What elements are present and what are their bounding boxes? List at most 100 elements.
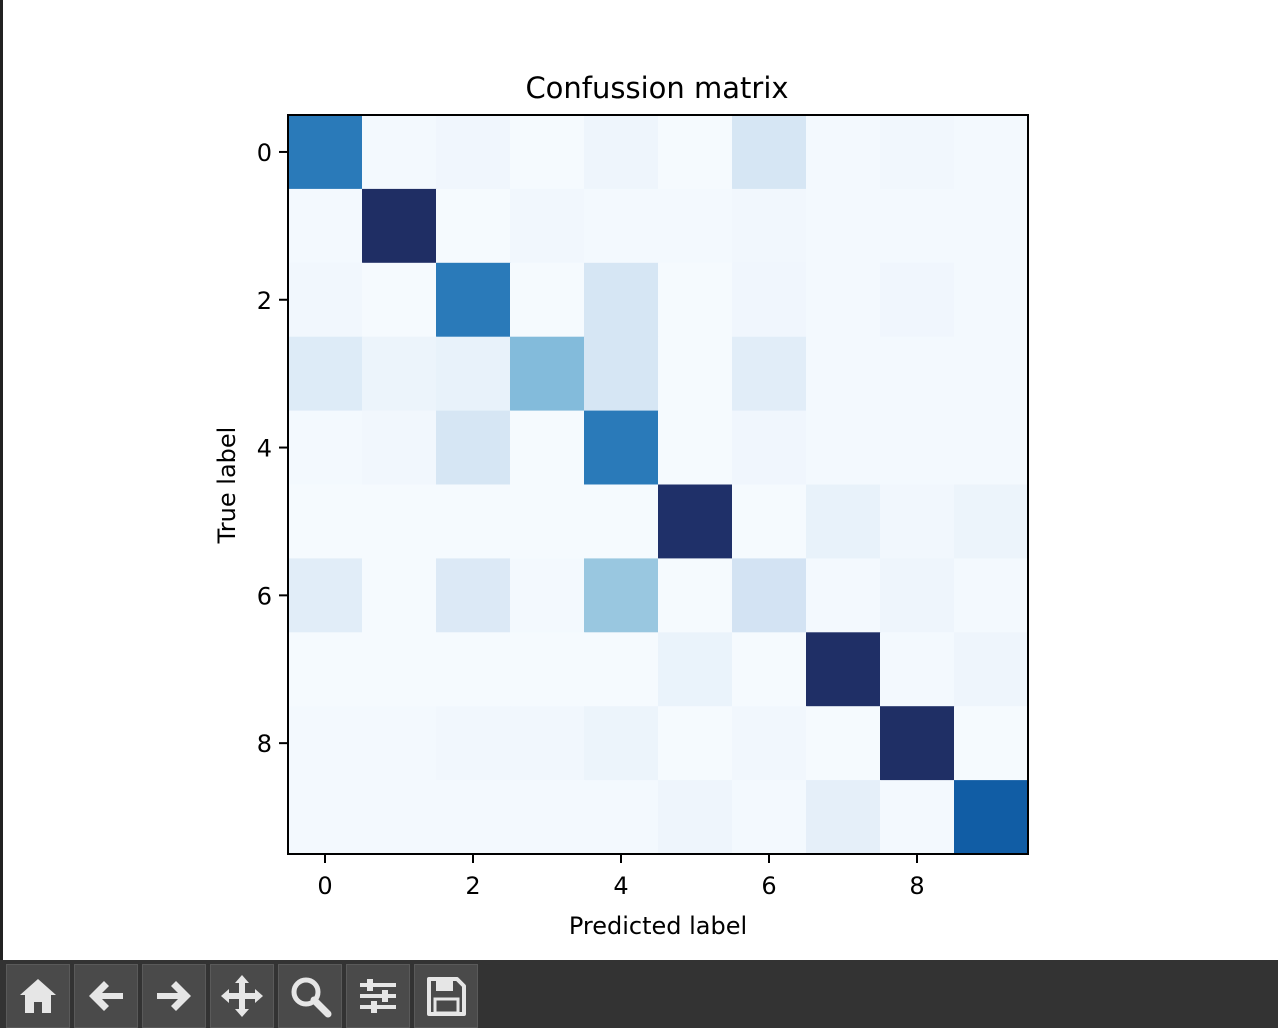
heatmap-cell-r9-c3 [510,780,585,855]
y-tick-label: 8 [257,730,272,758]
x-axis-ticks: 0 2 4 6 8 [317,854,925,900]
home-button[interactable] [6,964,70,1028]
heatmap-cell-r5-c2 [436,484,511,559]
home-icon [20,979,56,1013]
x-tick-label: 0 [317,872,332,900]
heatmap-cell-r9-c2 [436,780,511,855]
heatmap-cell-r4-c0 [288,410,363,485]
heatmap-cell-r9-c7 [806,780,881,855]
y-tick-label: 0 [257,139,272,167]
y-tick-label: 4 [257,435,272,463]
x-tick-label: 2 [465,872,480,900]
heatmap-cell-r7-c7 [806,632,881,707]
heatmap-cell-r2-c5 [658,262,733,338]
heatmap-cell-r4-c8 [880,410,955,485]
heatmap-cell-r3-c5 [658,336,733,412]
heatmap-cell-r2-c4 [584,262,659,338]
heatmap-cell-r3-c9 [954,336,1029,412]
heatmap-cell-r6-c6 [732,558,807,633]
heatmap-cell-r8-c3 [510,706,585,781]
heatmap-cell-r8-c8 [880,706,955,781]
heatmap-cell-r7-c9 [954,632,1029,707]
heatmap-cell-r4-c1 [362,410,437,485]
heatmap-cell-r2-c3 [510,262,585,338]
zoom-button[interactable] [278,964,342,1028]
heatmap-cell-r5-c3 [510,484,585,559]
y-tick-label: 2 [257,287,272,315]
heatmap-cell-r9-c8 [880,780,955,855]
move-icon [221,975,263,1017]
heatmap-cell-r5-c9 [954,484,1029,559]
heatmap-cell-r3-c4 [584,336,659,412]
arrow-left-icon [89,981,123,1011]
heatmap-cell-r6-c3 [510,558,585,633]
heatmap-cell-r2-c7 [806,262,881,338]
heatmap-cell-r3-c2 [436,336,511,412]
axes-frame [287,114,1029,855]
navigation-toolbar [0,960,1278,1028]
heatmap-cell-r1-c9 [954,188,1029,264]
heatmap-cell-r6-c8 [880,558,955,633]
heatmap-cell-r6-c9 [954,558,1029,633]
heatmap-cell-r6-c7 [806,558,881,633]
heatmap-cell-r7-c6 [732,632,807,707]
heatmap-cell-r8-c5 [658,706,733,781]
heatmap-cell-r3-c7 [806,336,881,412]
heatmap-cell-r9-c5 [658,780,733,855]
back-button[interactable] [74,964,138,1028]
heatmap-cell-r4-c2 [436,410,511,485]
configure-subplots-button[interactable] [346,964,410,1028]
heatmap-cell-r8-c6 [732,706,807,781]
heatmap-cell-r6-c5 [658,558,733,633]
heatmap-cell-r1-c8 [880,188,955,264]
heatmap-cell-r2-c9 [954,262,1029,338]
heatmap-cell-r9-c1 [362,780,437,855]
heatmap-cell-r7-c5 [658,632,733,707]
heatmap-cell-r5-c6 [732,484,807,559]
heatmap-cell-r8-c2 [436,706,511,781]
pan-button[interactable] [210,964,274,1028]
save-button[interactable] [414,964,478,1028]
heatmap-cell-r4-c6 [732,410,807,485]
heatmap-cells [288,115,1029,855]
x-tick-label: 4 [613,872,628,900]
heatmap-cell-r1-c4 [584,188,659,264]
heatmap-cell-r0-c8 [880,115,955,190]
heatmap-cell-r0-c1 [362,115,437,190]
heatmap-cell-r0-c5 [658,115,733,190]
window-edge [0,0,3,960]
heatmap-cell-r4-c7 [806,410,881,485]
arrow-right-icon [157,981,191,1011]
heatmap-cell-r8-c9 [954,706,1029,781]
heatmap-cell-r2-c6 [732,262,807,338]
heatmap-cell-r8-c0 [288,706,363,781]
y-tick-label: 6 [257,582,272,610]
heatmap-cell-r9-c6 [732,780,807,855]
y-axis-label: True label [213,427,241,545]
heatmap-cell-r5-c0 [288,484,363,559]
heatmap-cell-r7-c4 [584,632,659,707]
heatmap-cell-r0-c3 [510,115,585,190]
heatmap-cell-r0-c2 [436,115,511,190]
heatmap-cell-r6-c0 [288,558,363,633]
heatmap-cell-r7-c0 [288,632,363,707]
magnifier-icon [291,977,332,1018]
heatmap-cell-r3-c3 [510,336,585,412]
figure-canvas[interactable]: Confussion matrix 0 2 4 6 8 0 2 4 6 8 Predicted … [3,0,1278,960]
heatmap-cell-r9-c4 [584,780,659,855]
x-axis-label: Predicted label [569,912,747,940]
heatmap-cell-r3-c6 [732,336,807,412]
heatmap-cell-r8-c7 [806,706,881,781]
y-axis-ticks: 0 2 4 6 8 [257,139,288,758]
heatmap-cell-r2-c0 [288,262,363,338]
heatmap-cell-r1-c0 [288,188,363,264]
heatmap-cell-r4-c3 [510,410,585,485]
forward-button[interactable] [142,964,206,1028]
heatmap-cell-r1-c1 [362,188,437,264]
sliders-icon [360,979,396,1013]
x-tick-label: 8 [909,872,924,900]
chart-title: Confussion matrix [525,71,788,105]
heatmap-cell-r1-c2 [436,188,511,264]
heatmap-cell-r1-c5 [658,188,733,264]
heatmap-cell-r3-c0 [288,336,363,412]
